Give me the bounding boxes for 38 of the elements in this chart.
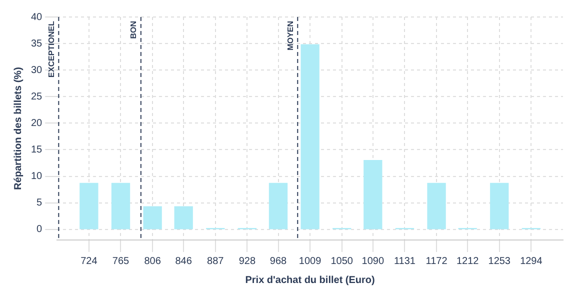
ref-line-label: BON bbox=[129, 20, 138, 39]
x-axis-title: Prix d'achat du billet (Euro) bbox=[245, 274, 375, 286]
bar bbox=[80, 182, 98, 230]
x-tick-label: 1050 bbox=[330, 256, 354, 267]
bar bbox=[174, 206, 193, 230]
ref-line-label: EXCEPTIONEL bbox=[46, 20, 56, 78]
bar bbox=[427, 182, 446, 230]
y-tick-label: 35 bbox=[31, 38, 43, 50]
bar bbox=[111, 182, 130, 230]
x-tick-label: 724 bbox=[80, 256, 98, 267]
y-tick-label: 5 bbox=[36, 198, 43, 209]
x-tick-label: 1294 bbox=[520, 256, 543, 267]
y-tick-label: 10 bbox=[31, 171, 43, 182]
x-tick-label: 806 bbox=[144, 256, 162, 267]
ref-line-label: MOYEN bbox=[286, 20, 295, 50]
x-tick-label: 887 bbox=[207, 256, 224, 267]
x-tick-label: 1172 bbox=[426, 256, 448, 267]
x-tick-label: 1253 bbox=[488, 256, 511, 267]
bar bbox=[364, 160, 382, 230]
y-axis-title: Répartition des billets (%) bbox=[12, 67, 24, 190]
y-tick-label: 20 bbox=[31, 118, 43, 129]
bar bbox=[490, 182, 509, 230]
bar bbox=[268, 182, 288, 230]
x-tick-label: 1009 bbox=[298, 256, 322, 267]
bar bbox=[300, 44, 320, 230]
y-tick-label: 25 bbox=[31, 91, 43, 102]
x-tick-label: 1090 bbox=[362, 256, 384, 267]
x-tick-label: 928 bbox=[238, 256, 256, 267]
y-tick-label: 40 bbox=[31, 12, 43, 23]
y-tick-label: 15 bbox=[31, 144, 43, 156]
x-tick-label: 1131 bbox=[394, 256, 416, 267]
bar bbox=[143, 206, 162, 230]
y-tick-label: 0 bbox=[36, 224, 43, 236]
x-tick-label: 765 bbox=[112, 256, 130, 267]
x-tick-label: 846 bbox=[175, 256, 192, 267]
x-tick-label: 968 bbox=[270, 256, 288, 267]
x-tick-label: 1212 bbox=[456, 256, 480, 267]
y-tick-label: 30 bbox=[31, 64, 43, 76]
